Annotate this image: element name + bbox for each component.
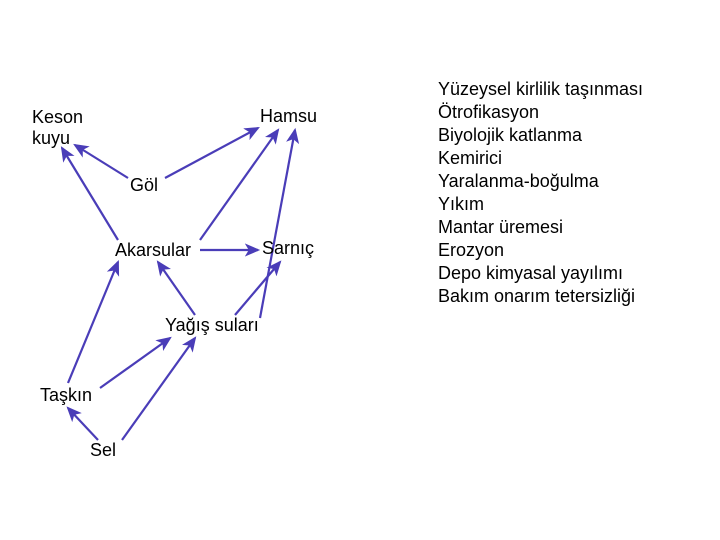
effects-list: Yüzeysel kirlilik taşınmasıÖtrofikasyonB…: [438, 78, 643, 308]
effects-list-item: Kemirici: [438, 147, 643, 170]
node-keson-kuyu: Keson kuyu: [32, 107, 83, 148]
node-yagis-sulari: Yağış suları: [165, 315, 259, 336]
node-taskin: Taşkın: [40, 385, 92, 406]
node-gol: Göl: [130, 175, 158, 196]
effects-list-item: Erozyon: [438, 239, 643, 262]
effects-list-item: Ötrofikasyon: [438, 101, 643, 124]
edge-akarsular-to-hamsu: [200, 130, 278, 240]
node-akarsular: Akarsular: [115, 240, 191, 261]
effects-list-item: Depo kimyasal yayılımı: [438, 262, 643, 285]
effects-list-item: Biyolojik katlanma: [438, 124, 643, 147]
effects-list-item: Bakım onarım tetersizliği: [438, 285, 643, 308]
edge-taskin-to-yagis_sulari: [100, 338, 170, 388]
node-hamsu: Hamsu: [260, 106, 317, 127]
effects-list-item: Mantar üremesi: [438, 216, 643, 239]
edge-gol-to-hamsu: [165, 128, 258, 178]
edge-sel-to-taskin: [68, 408, 98, 440]
edge-yagis_sulari-to-sarnic: [235, 262, 280, 315]
edge-sel-to-yagis_sulari: [122, 338, 195, 440]
node-sarnic: Sarnıç: [262, 238, 314, 259]
node-sel: Sel: [90, 440, 116, 461]
effects-list-item: Yıkım: [438, 193, 643, 216]
effects-list-item: Yaralanma-boğulma: [438, 170, 643, 193]
edge-akarsular-to-keson_kuyu: [62, 148, 118, 240]
edge-gol-to-keson_kuyu: [75, 145, 128, 178]
effects-list-item: Yüzeysel kirlilik taşınması: [438, 78, 643, 101]
edge-yagis_sulari-to-hamsu: [260, 130, 295, 318]
edge-taskin-to-akarsular: [68, 262, 118, 383]
edge-yagis_sulari-to-akarsular: [158, 262, 195, 315]
